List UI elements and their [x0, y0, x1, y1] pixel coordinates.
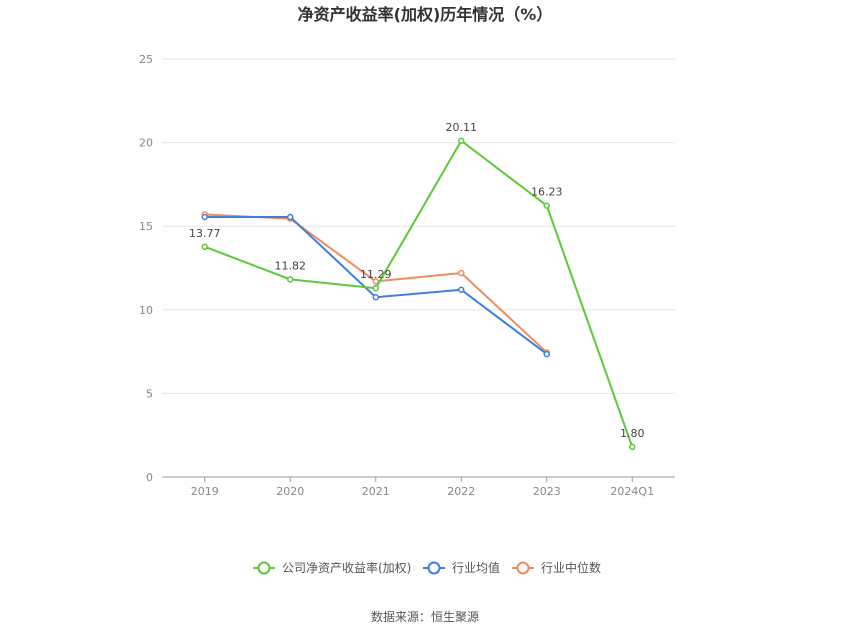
legend-item[interactable]: 行业均值 — [423, 560, 500, 575]
series-line — [204, 139, 634, 448]
legend-swatch-marker — [427, 561, 441, 575]
x-tick-label: 2024Q1 — [610, 485, 654, 498]
y-tick-label: 5 — [146, 387, 153, 400]
data-source: 数据来源：恒生聚源 — [371, 609, 479, 624]
x-tick-label: 2019 — [191, 485, 219, 498]
data-label: 11.82 — [275, 259, 307, 272]
data-point[interactable] — [201, 213, 208, 221]
data-label: 1.80 — [620, 427, 645, 440]
data-point[interactable] — [287, 213, 294, 221]
chart-title: 净资产收益率(加权)历年情况（%） — [298, 5, 553, 24]
x-tick-label: 2023 — [533, 485, 561, 498]
data-label: 20.11 — [446, 121, 478, 134]
gridlines — [162, 58, 675, 394]
x-tick-label: 2021 — [362, 485, 390, 498]
legend[interactable]: 公司净资产收益率(加权) 行业均值 行业中位数 — [253, 560, 601, 575]
y-tick-label: 25 — [139, 53, 153, 66]
data-label: 13.77 — [189, 227, 221, 240]
data-point[interactable] — [458, 137, 465, 145]
legend-item[interactable]: 行业中位数 — [512, 560, 601, 575]
legend-label: 行业中位数 — [541, 560, 601, 575]
data-label: 16.23 — [531, 186, 563, 199]
legend-swatch-marker — [516, 561, 530, 575]
data-point[interactable] — [629, 443, 636, 451]
data-point[interactable] — [543, 350, 550, 358]
y-tick-label: 0 — [146, 471, 153, 484]
series-2 — [201, 211, 550, 356]
x-axis: 2019 2020 2021 2022 2023 2024Q1 — [162, 476, 675, 498]
data-point[interactable] — [372, 278, 379, 285]
data-point[interactable] — [372, 284, 379, 292]
y-axis-ticks: 0 5 10 15 20 25 — [139, 53, 153, 484]
series-0: 13.77 11.82 11.29 20.11 16.23 1.80 — [189, 121, 645, 451]
data-label: 11.29 — [360, 268, 392, 281]
series-1 — [201, 213, 550, 358]
data-point[interactable] — [543, 202, 550, 209]
x-tick-label: 2020 — [276, 485, 304, 498]
data-point[interactable] — [372, 294, 379, 301]
data-point[interactable] — [458, 286, 465, 293]
legend-label: 行业均值 — [452, 560, 500, 575]
series-group: 13.77 11.82 11.29 20.11 16.23 1.80 — [189, 121, 645, 451]
y-tick-label: 15 — [139, 220, 153, 233]
data-point[interactable] — [201, 243, 208, 251]
legend-item[interactable]: 公司净资产收益率(加权) — [253, 560, 411, 575]
legend-swatch-marker — [257, 561, 271, 575]
x-tick-label: 2022 — [447, 485, 475, 498]
data-point[interactable] — [287, 276, 294, 283]
legend-label: 公司净资产收益率(加权) — [282, 560, 411, 575]
y-tick-label: 20 — [139, 137, 153, 150]
data-point[interactable] — [458, 269, 465, 277]
y-tick-label: 10 — [139, 304, 153, 317]
